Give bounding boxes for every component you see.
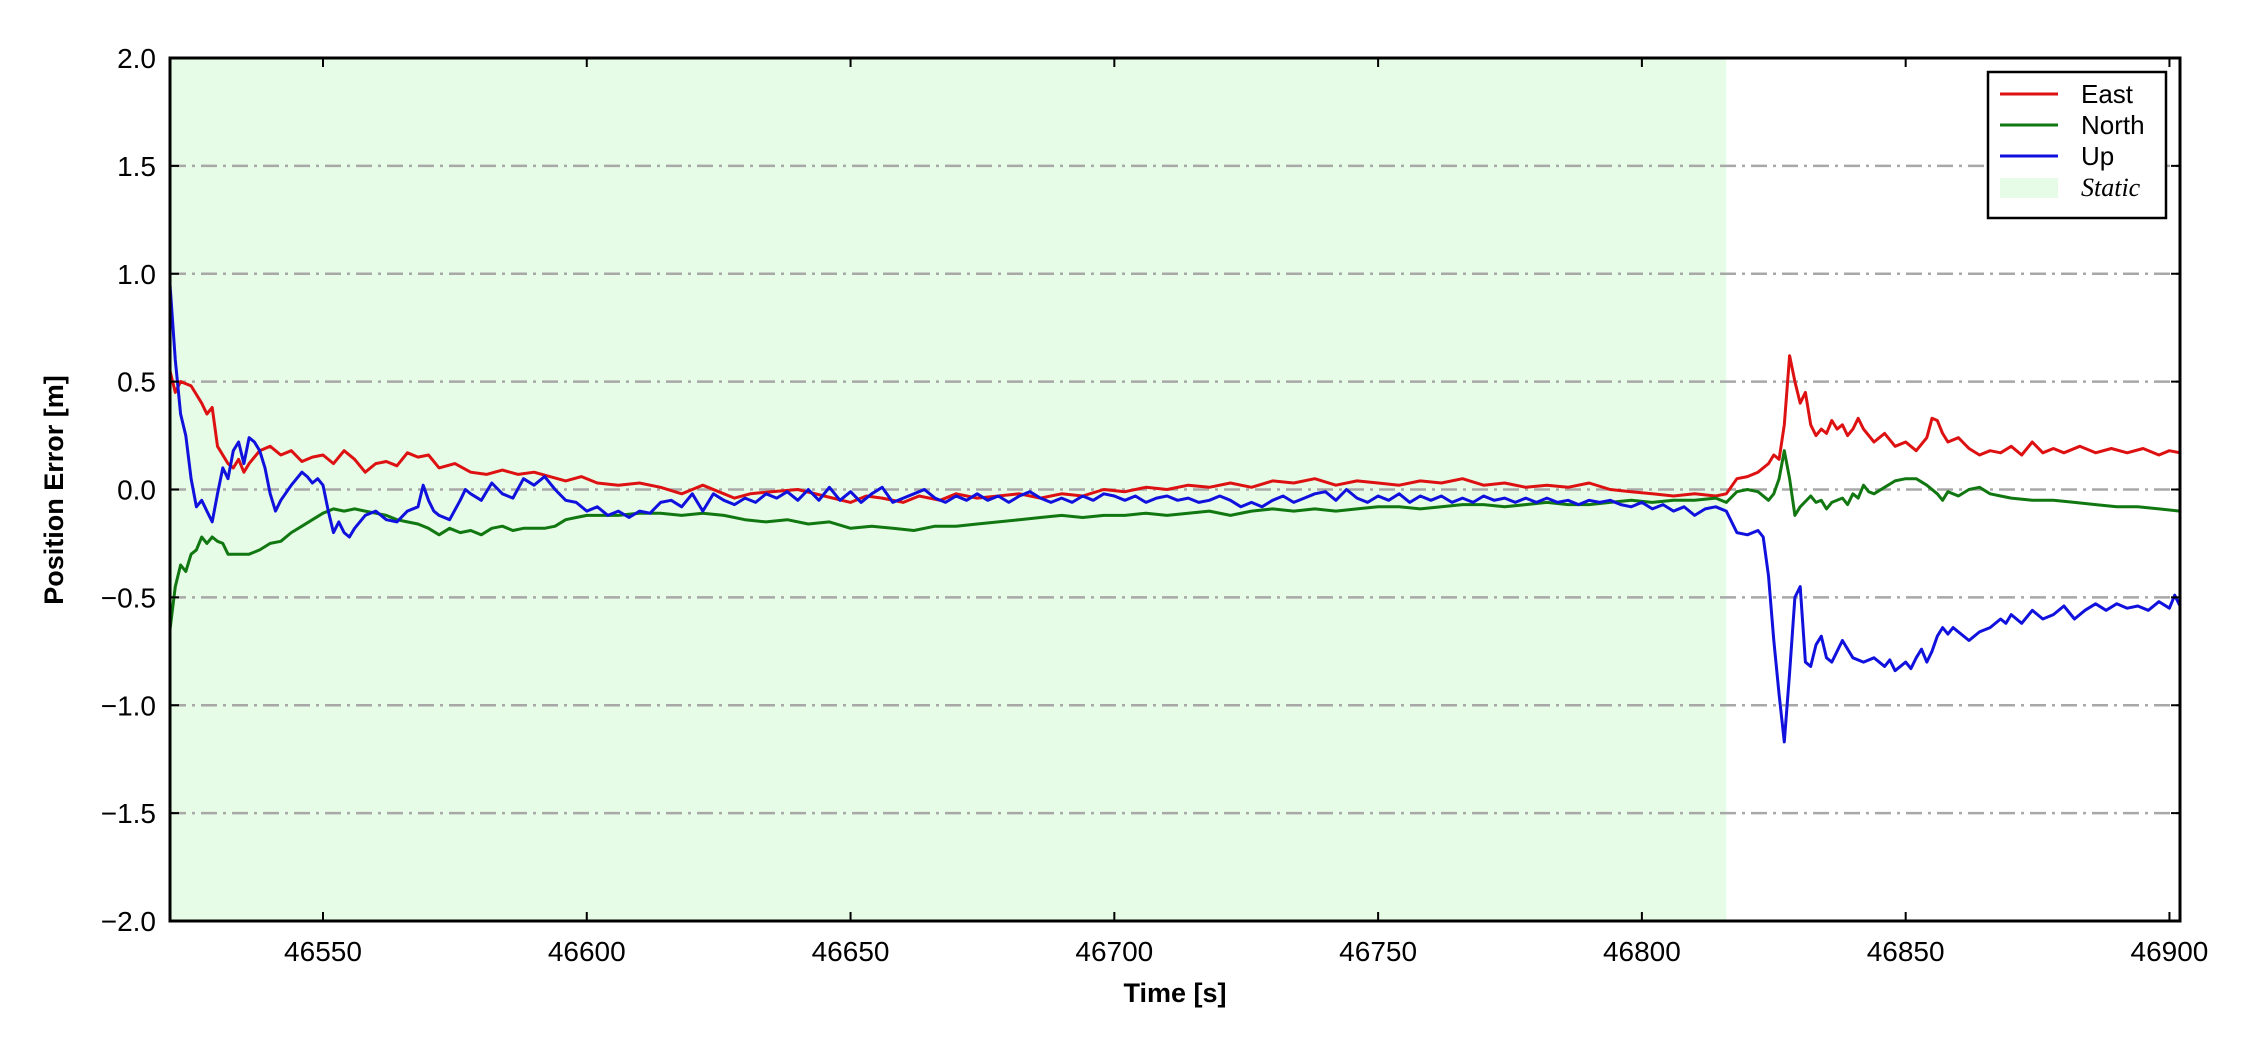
x-tick-label: 46850 — [1867, 936, 1945, 967]
y-tick-label: −0.5 — [101, 582, 156, 613]
x-tick-label: 46800 — [1603, 936, 1681, 967]
legend-static-swatch — [2000, 178, 2058, 198]
y-tick-label: −1.0 — [101, 690, 156, 721]
y-tick-label: 0.0 — [117, 475, 156, 506]
x-tick-label: 46700 — [1075, 936, 1153, 967]
legend-static-label: Static — [2081, 173, 2141, 202]
series-lines — [170, 284, 2180, 744]
grid-lines — [170, 164, 2180, 815]
axis-ticks — [170, 57, 2180, 922]
tick-labels: 2.0 1.5 1.0 0.5 0.0 −0.5 −1.0 −1.5 −2.0 46550 4660… — [101, 43, 2209, 967]
x-tick-label: 46550 — [284, 936, 362, 967]
y-tick-label: 2.0 — [117, 43, 156, 74]
legend-up-label: Up — [2081, 141, 2114, 171]
y-tick-label: 1.5 — [117, 151, 156, 182]
series-line-east — [170, 354, 2180, 504]
x-tick-label: 46900 — [2131, 936, 2209, 967]
legend-north-label: North — [2081, 110, 2145, 140]
x-tick-label: 46650 — [812, 936, 890, 967]
y-tick-label: −1.5 — [101, 798, 156, 829]
y-axis-title: Position Error [m] — [39, 375, 69, 605]
y-tick-label: 0.5 — [117, 367, 156, 398]
legend: East North Up Static — [1986, 70, 2168, 220]
y-tick-label: −2.0 — [101, 906, 156, 937]
legend-east-label: East — [2081, 79, 2134, 109]
x-tick-label: 46750 — [1339, 936, 1417, 967]
x-tick-label: 46600 — [548, 936, 626, 967]
series-line-up — [170, 284, 2180, 744]
x-axis-title: Time [s] — [1123, 978, 1226, 1008]
series-line-north — [170, 449, 2180, 630]
y-tick-label: 1.0 — [117, 259, 156, 290]
